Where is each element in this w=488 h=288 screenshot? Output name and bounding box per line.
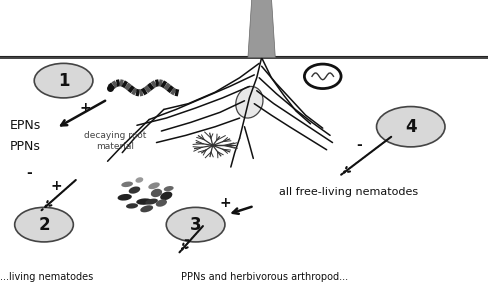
Ellipse shape xyxy=(156,199,166,207)
Ellipse shape xyxy=(145,199,158,204)
Text: ...living nematodes: ...living nematodes xyxy=(0,272,93,282)
Ellipse shape xyxy=(148,182,160,189)
Ellipse shape xyxy=(304,64,340,89)
Ellipse shape xyxy=(135,177,143,183)
Ellipse shape xyxy=(163,186,173,191)
Text: -: - xyxy=(183,234,188,247)
Ellipse shape xyxy=(150,189,162,197)
Text: 3: 3 xyxy=(189,216,201,234)
Ellipse shape xyxy=(126,203,138,209)
Circle shape xyxy=(15,207,73,242)
Text: all free-living nematodes: all free-living nematodes xyxy=(278,187,417,196)
Ellipse shape xyxy=(121,181,133,187)
Text: +: + xyxy=(219,196,230,210)
Polygon shape xyxy=(247,0,275,58)
Circle shape xyxy=(376,107,444,147)
Text: decaying root
material: decaying root material xyxy=(83,131,146,151)
Text: -: - xyxy=(356,139,362,152)
Ellipse shape xyxy=(128,186,140,194)
Text: PPNs and herbivorous arthropod...: PPNs and herbivorous arthropod... xyxy=(181,272,347,282)
Text: 1: 1 xyxy=(58,72,69,90)
Text: +: + xyxy=(80,101,91,115)
Ellipse shape xyxy=(117,194,132,201)
Text: 4: 4 xyxy=(404,118,416,136)
Circle shape xyxy=(34,63,93,98)
Text: -: - xyxy=(26,166,32,180)
Text: EPNs: EPNs xyxy=(10,119,41,132)
Ellipse shape xyxy=(140,205,153,212)
Text: 2: 2 xyxy=(38,216,50,234)
Ellipse shape xyxy=(136,198,152,205)
Ellipse shape xyxy=(235,86,263,118)
Text: PPNs: PPNs xyxy=(10,140,41,154)
Circle shape xyxy=(166,207,224,242)
Ellipse shape xyxy=(160,192,172,200)
Text: +: + xyxy=(50,179,62,193)
